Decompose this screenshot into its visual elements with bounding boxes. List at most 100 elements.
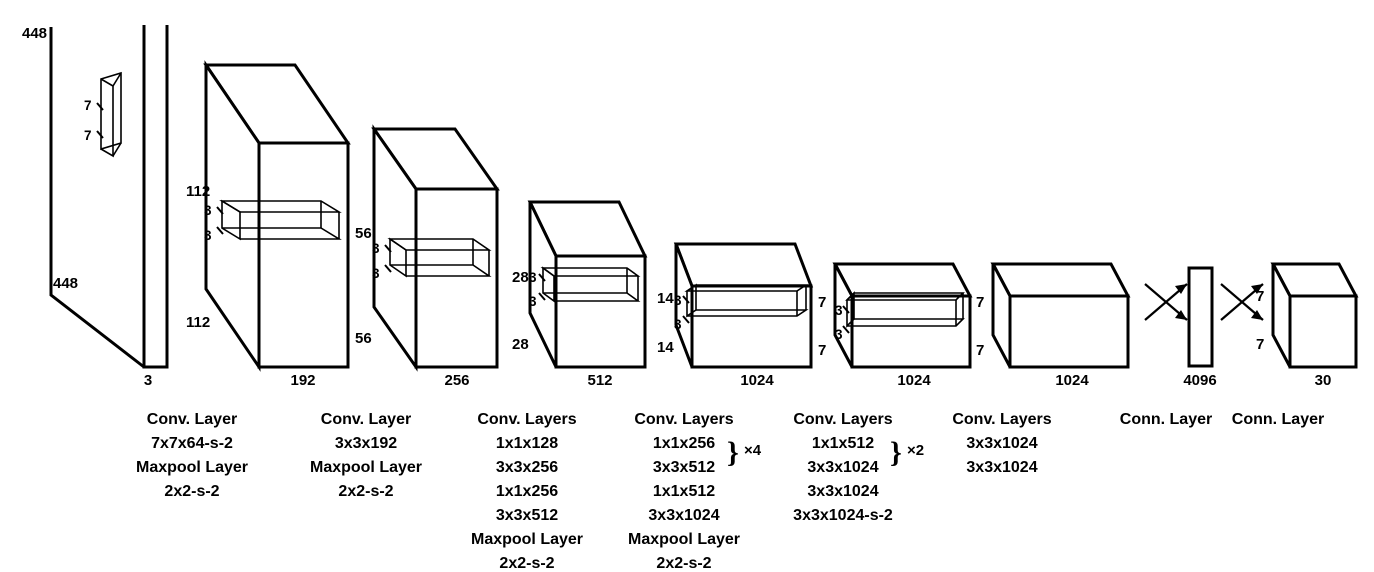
- block-5-kernel-tick-a: [842, 305, 850, 314]
- caption-4-line-0: Conv. Layers: [634, 411, 733, 428]
- caption-1-line-2: Maxpool Layer: [136, 459, 248, 476]
- caption-4-line-3: 1x1x512: [653, 483, 715, 500]
- block-5-channels-label: 1024: [897, 372, 931, 389]
- block-3-kernel-tick-a: [538, 273, 546, 282]
- input-kernel-tick-b: [96, 130, 104, 139]
- block-5-kernel-box: [845, 291, 965, 328]
- output-side-face: [1271, 263, 1292, 368]
- block-1-kernel-box: [219, 199, 342, 241]
- conv-block-6: 7 7 1024: [976, 262, 1131, 389]
- caption-6-line-2: 3x3x1024: [966, 459, 1037, 476]
- block-5-height-label: 7: [818, 294, 826, 311]
- input-layer-group: 448 448 3 7 7: [22, 25, 169, 389]
- input-kernel-tick-a: [96, 102, 104, 111]
- block-5-side-face: [833, 263, 854, 368]
- caption-4: Conv. Layers 1x1x256 3x3x512 1x1x512 3x3…: [628, 411, 762, 572]
- block-2-kernel-tick-a: [384, 244, 392, 253]
- caption-2-line-0: Conv. Layer: [321, 411, 411, 428]
- caption-4-line-4: 3x3x1024: [648, 507, 719, 524]
- block-1-kernel-tick-b: [216, 226, 224, 235]
- block-1-height-label: 112: [186, 183, 210, 200]
- conv-block-4: 14 14 1024 3 3: [657, 242, 814, 389]
- conv-block-3: 28 28 512 3 3: [512, 200, 648, 389]
- block-2-depth-label: 56: [355, 330, 372, 347]
- input-height-label: 448: [22, 25, 47, 42]
- block-3-height-label: 28: [512, 269, 529, 286]
- caption-3-line-1: 1x1x128: [496, 435, 558, 452]
- input-volume-outline: [142, 25, 169, 369]
- block-3-kernel-label-a: 3: [529, 270, 537, 285]
- conv-block-1: 112 112 192 3 3: [186, 60, 351, 389]
- caption-7: Conn. Layer: [1120, 411, 1212, 428]
- output-front-face: [1288, 294, 1358, 369]
- input-kernel-label-b: 7: [84, 128, 92, 143]
- block-6-channels-label: 1024: [1055, 372, 1089, 389]
- output-height-label: 7: [1256, 288, 1264, 305]
- caption-1-line-1: 7x7x64-s-2: [151, 435, 233, 452]
- block-4-side-face: [674, 243, 694, 368]
- block-2-front-face: [414, 187, 499, 369]
- caption-5-line-0: Conv. Layers: [793, 411, 892, 428]
- block-2-side-face: [372, 124, 418, 372]
- arrow-head-down-1: [1175, 310, 1187, 320]
- arrow-head-up-2: [1251, 284, 1263, 294]
- block-1-kernel-label-b: 3: [204, 228, 212, 243]
- caption-8: Conn. Layer: [1232, 411, 1324, 428]
- caption-5-repeat: ×2: [907, 442, 924, 459]
- caption-4-line-2: 3x3x512: [653, 459, 715, 476]
- caption-2-line-3: 2x2-s-2: [338, 483, 393, 500]
- block-4-top-face: [673, 242, 814, 288]
- block-6-height-label: 7: [976, 294, 984, 311]
- caption-3-line-2: 3x3x256: [496, 459, 558, 476]
- caption-1: Conv. Layer 7x7x64-s-2 Maxpool Layer 2x2…: [136, 411, 248, 500]
- block-5-kernel-label-a: 3: [835, 303, 843, 318]
- block-4-kernel-box: [684, 283, 809, 318]
- block-2-kernel-box: [387, 237, 492, 278]
- caption-5-line-3: 3x3x1024: [807, 483, 878, 500]
- block-3-kernel-tick-b: [538, 292, 546, 301]
- connector-arrows-2: [1220, 283, 1264, 321]
- block-4-kernel-tick-b: [682, 315, 690, 324]
- block-3-depth-label: 28: [512, 336, 529, 353]
- caption-2-line-2: Maxpool Layer: [310, 459, 422, 476]
- caption-6-line-1: 3x3x1024: [966, 435, 1037, 452]
- block-2-kernel-tick-b: [384, 264, 392, 273]
- block-3-kernel-label-b: 3: [529, 294, 537, 309]
- block-5-kernel-label-b: 3: [835, 327, 843, 342]
- block-3-channels-label: 512: [587, 372, 612, 389]
- caption-4-line-1: 1x1x256: [653, 435, 715, 452]
- caption-2-line-1: 3x3x192: [335, 435, 397, 452]
- caption-1-line-0: Conv. Layer: [147, 411, 237, 428]
- input-width-label: 448: [53, 275, 78, 292]
- output-depth-label: 7: [1256, 336, 1264, 353]
- caption-3-line-3: 1x1x256: [496, 483, 558, 500]
- block-1-kernel-label-a: 3: [204, 203, 212, 218]
- conv-block-5: 7 7 1024 3 3: [818, 262, 973, 389]
- block-4-kernel-label-a: 3: [674, 293, 682, 308]
- block-6-front-face: [1008, 294, 1130, 369]
- arrow-head-down-2: [1251, 310, 1263, 320]
- block-4-channels-label: 1024: [740, 372, 774, 389]
- fc-layer-rect: [1187, 266, 1214, 368]
- caption-1-line-3: 2x2-s-2: [164, 483, 219, 500]
- block-1-front-face: [257, 141, 350, 369]
- block-6-depth-label: 7: [976, 342, 984, 359]
- input-kernel-label-a: 7: [84, 98, 92, 113]
- block-1-depth-label: 112: [186, 314, 210, 331]
- block-6-side-face: [991, 263, 1012, 368]
- caption-3-line-6: 2x2-s-2: [499, 555, 554, 572]
- fc-layer-channels-label: 4096: [1183, 372, 1216, 389]
- block-5-top-face: [832, 262, 973, 298]
- input-depth-label: 3: [144, 372, 152, 389]
- caption-4-brace: }: [727, 436, 739, 469]
- output-layer: 7 7 30: [1256, 262, 1359, 389]
- block-5-depth-label: 7: [818, 342, 826, 359]
- block-1-kernel-tick-a: [216, 206, 224, 215]
- connector-arrows-1: [1144, 283, 1188, 321]
- block-2-kernel-label-b: 3: [372, 266, 380, 281]
- block-4-front-face: [690, 284, 813, 369]
- block-2-kernel-label-a: 3: [372, 241, 380, 256]
- block-3-front-face: [554, 254, 647, 369]
- block-5-front-face: [850, 294, 972, 369]
